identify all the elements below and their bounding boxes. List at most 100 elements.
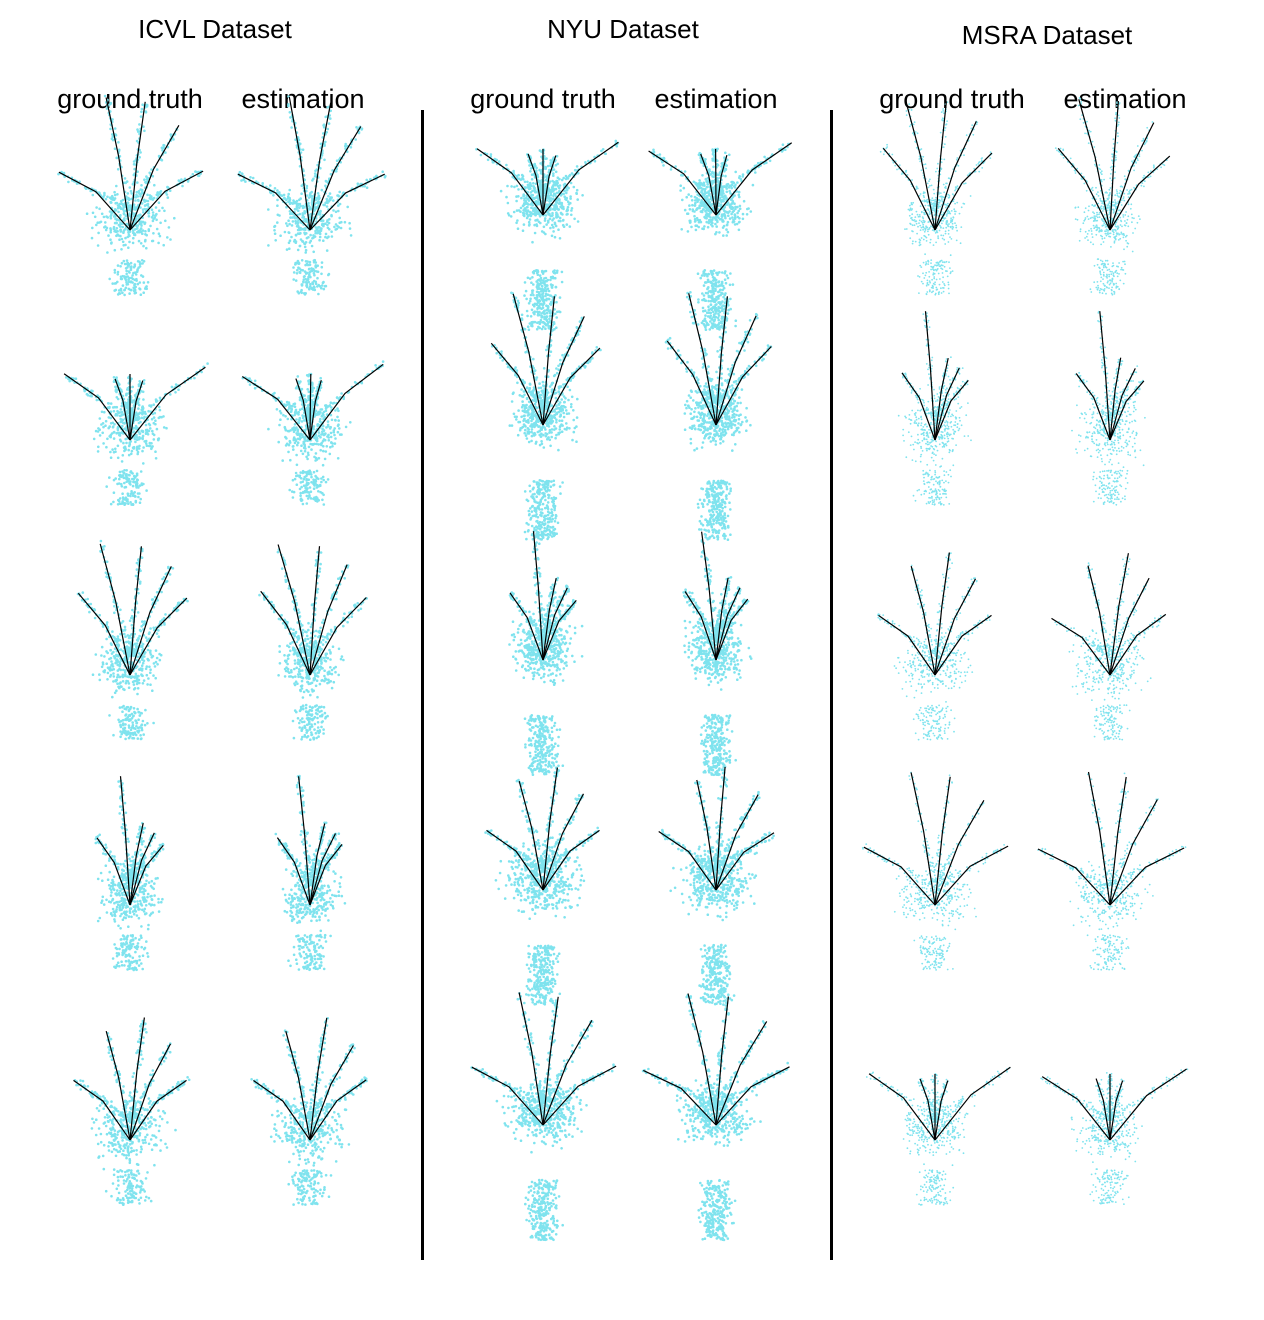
point-cloud-dot (121, 226, 124, 229)
point-cloud-dot (747, 170, 750, 173)
point-cloud-dot (544, 280, 547, 283)
point-cloud-dot (525, 200, 528, 203)
point-cloud-dot (316, 285, 319, 288)
point-cloud-dot (534, 232, 537, 235)
point-cloud-dot (163, 426, 166, 429)
point-cloud-dot (1123, 193, 1125, 195)
point-cloud-dot (952, 228, 954, 230)
point-cloud-dot (941, 214, 943, 216)
point-cloud-dot (570, 182, 573, 185)
point-cloud-dot (549, 279, 552, 282)
point-cloud-dot (911, 202, 913, 204)
point-cloud-dot (1055, 147, 1057, 149)
point-cloud-dot (142, 229, 145, 232)
point-cloud-dot (327, 195, 330, 198)
point-cloud-dot (976, 123, 978, 125)
point-cloud-dot (103, 194, 106, 197)
point-cloud-dot (1088, 130, 1090, 132)
point-cloud-dot (1104, 214, 1106, 216)
point-cloud-dot (526, 202, 529, 205)
point-cloud-dot (947, 282, 949, 284)
point-cloud-dot (723, 197, 726, 200)
point-cloud-dot (140, 274, 143, 277)
point-cloud-dot (529, 300, 532, 303)
point-cloud-dot (1097, 289, 1099, 291)
point-cloud-dot (1095, 234, 1097, 236)
point-cloud-dot (943, 291, 945, 293)
point-cloud-dot (956, 159, 958, 161)
point-cloud-dot (164, 220, 167, 223)
point-cloud-dot (357, 182, 360, 185)
point-cloud-dot (513, 186, 516, 189)
point-cloud-dot (123, 217, 126, 220)
point-cloud-dot (124, 177, 127, 180)
point-cloud-dot (274, 187, 277, 190)
point-cloud-dot (111, 118, 114, 121)
point-cloud-dot (945, 187, 947, 189)
point-cloud-dot (918, 222, 920, 224)
point-cloud-dot (528, 199, 531, 202)
point-cloud-dot (138, 191, 141, 194)
point-cloud-dot (301, 284, 304, 287)
point-cloud-dot (1075, 218, 1077, 220)
point-cloud-dot (1099, 198, 1101, 200)
point-cloud-dot (1131, 160, 1133, 162)
point-cloud-dot (1121, 267, 1123, 269)
point-cloud-dot (923, 191, 925, 193)
point-cloud-dot (547, 165, 550, 168)
point-cloud-dot (1104, 285, 1106, 287)
point-cloud-dot (298, 271, 301, 274)
point-cloud-dot (709, 328, 712, 331)
point-cloud-dot (537, 282, 540, 285)
point-cloud-dot (1113, 272, 1115, 274)
point-cloud-dot (1131, 217, 1133, 219)
point-cloud-dot (345, 194, 348, 197)
point-cloud-dot (712, 166, 715, 169)
point-cloud-dot (694, 199, 697, 202)
point-cloud-dot (1141, 185, 1143, 187)
point-cloud-dot (1099, 292, 1101, 294)
point-cloud-dot (1111, 279, 1113, 281)
point-cloud-dot (537, 301, 540, 304)
point-cloud-dot (1115, 155, 1117, 157)
point-cloud-dot (140, 242, 143, 245)
point-cloud-dot (530, 207, 533, 210)
point-cloud-dot (545, 223, 548, 226)
point-cloud-dot (917, 132, 919, 134)
point-cloud-dot (942, 281, 944, 283)
point-cloud-dot (562, 177, 565, 180)
point-cloud-dot (528, 185, 531, 188)
point-cloud-dot (911, 213, 913, 215)
point-cloud-dot (1110, 173, 1112, 175)
point-cloud-dot (546, 203, 549, 206)
point-cloud-dot (566, 223, 569, 226)
point-cloud-dot (709, 216, 712, 219)
point-cloud-dot (555, 201, 558, 204)
point-cloud-dot (1115, 202, 1117, 204)
point-cloud-dot (1108, 269, 1110, 271)
point-cloud-dot (563, 225, 566, 228)
point-cloud-dot (1116, 193, 1118, 195)
point-cloud-dot (908, 209, 910, 211)
point-cloud-dot (1096, 214, 1098, 216)
point-cloud-dot (132, 272, 135, 275)
point-cloud-dot (133, 163, 136, 166)
point-cloud-dot (283, 197, 286, 200)
point-cloud-dot (307, 281, 310, 284)
point-cloud-dot (550, 193, 553, 196)
point-cloud-dot (128, 292, 131, 295)
point-cloud-dot (717, 319, 720, 322)
point-cloud-dot (279, 234, 282, 237)
point-cloud-dot (945, 207, 947, 209)
point-cloud-dot (711, 285, 714, 288)
point-cloud-dot (537, 286, 540, 289)
point-cloud-dot (909, 215, 911, 217)
point-cloud-dot (703, 284, 706, 287)
point-cloud-dot (754, 171, 757, 174)
point-cloud-dot (695, 182, 698, 185)
point-cloud-dot (527, 325, 530, 328)
point-cloud-dot (104, 221, 107, 224)
point-cloud-dot (960, 242, 962, 244)
point-cloud-dot (527, 209, 530, 212)
point-cloud-dot (567, 209, 570, 212)
